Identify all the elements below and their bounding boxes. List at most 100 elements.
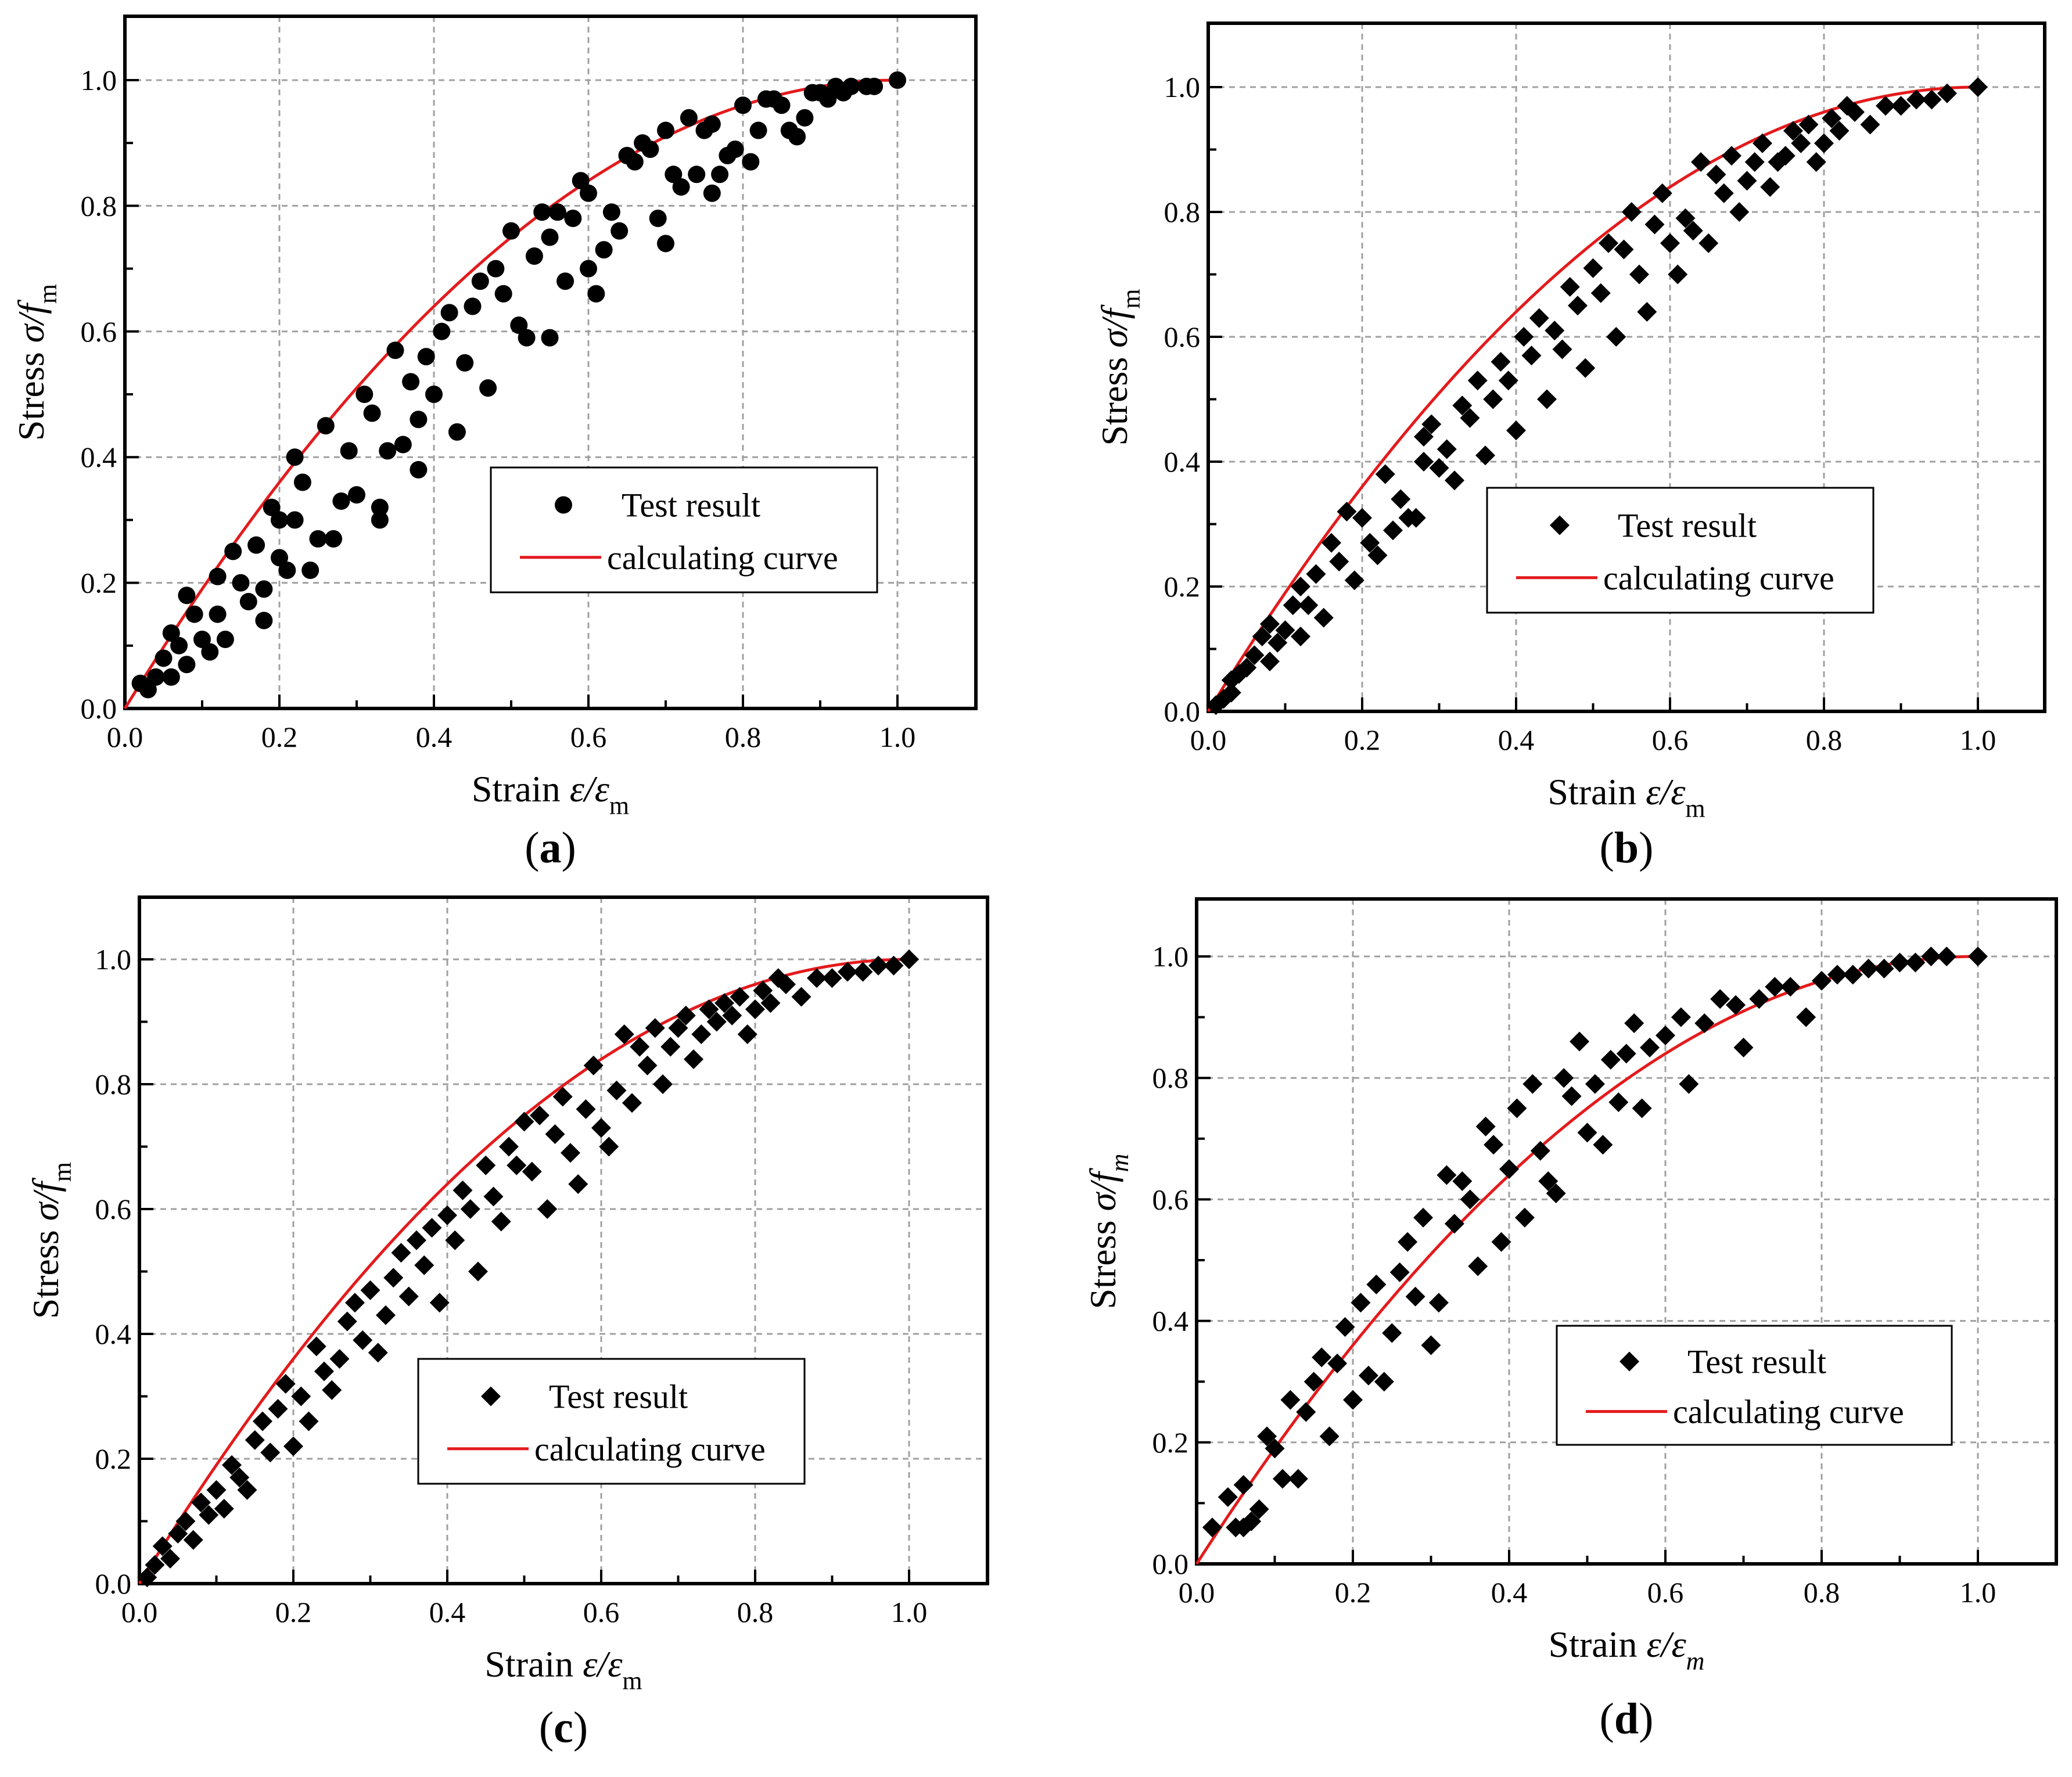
data-point bbox=[1460, 408, 1480, 428]
data-point bbox=[1860, 114, 1880, 135]
data-point bbox=[1814, 133, 1834, 153]
data-point bbox=[1561, 1086, 1582, 1106]
data-point bbox=[1545, 321, 1565, 341]
data-point bbox=[514, 1111, 534, 1132]
data-point bbox=[602, 203, 620, 221]
data-point bbox=[868, 955, 888, 976]
x-tick-label: 0.4 bbox=[1491, 1576, 1528, 1609]
data-point bbox=[329, 1349, 350, 1369]
data-point bbox=[1306, 564, 1326, 584]
data-point bbox=[1675, 208, 1696, 228]
data-point bbox=[271, 511, 288, 529]
data-point bbox=[1616, 1044, 1636, 1064]
data-point bbox=[145, 1555, 165, 1575]
data-point bbox=[168, 1524, 188, 1544]
data-point bbox=[1577, 1123, 1597, 1143]
data-point bbox=[260, 1443, 281, 1463]
data-point bbox=[1506, 420, 1526, 441]
data-point bbox=[561, 1143, 580, 1163]
y-tick-label: 0.4 bbox=[81, 441, 117, 473]
data-point bbox=[1202, 1517, 1222, 1538]
legend-label-test-result: Test result bbox=[622, 487, 760, 524]
data-point bbox=[363, 404, 381, 422]
data-point bbox=[1344, 570, 1364, 591]
data-point bbox=[1491, 352, 1511, 372]
data-point bbox=[637, 1055, 658, 1075]
data-point bbox=[866, 77, 884, 95]
data-point bbox=[807, 968, 827, 988]
data-point bbox=[278, 561, 296, 579]
data-point bbox=[838, 962, 857, 982]
data-point bbox=[1389, 1262, 1410, 1282]
data-point bbox=[1722, 146, 1741, 166]
data-point bbox=[175, 1511, 196, 1531]
data-point bbox=[580, 184, 597, 202]
data-point bbox=[703, 184, 721, 202]
data-point bbox=[193, 630, 211, 648]
data-point bbox=[1351, 1293, 1371, 1313]
y-tick-label: 0.8 bbox=[95, 1068, 132, 1100]
x-tick-label: 1.0 bbox=[1960, 724, 1996, 756]
data-point bbox=[791, 987, 811, 1007]
data-point bbox=[1827, 965, 1847, 985]
data-point bbox=[1546, 1183, 1566, 1203]
data-point bbox=[1921, 947, 1941, 966]
panel-label: (b) bbox=[1600, 823, 1654, 872]
y-tick-label: 0.6 bbox=[1164, 321, 1201, 353]
data-point bbox=[576, 1099, 596, 1119]
data-point bbox=[1775, 146, 1796, 166]
data-point bbox=[711, 166, 729, 184]
y-tick-label: 1.0 bbox=[81, 64, 117, 96]
data-point bbox=[688, 166, 706, 184]
data-point bbox=[1765, 977, 1785, 997]
data-point bbox=[229, 1467, 250, 1488]
data-point bbox=[1744, 152, 1765, 172]
data-point bbox=[1421, 1335, 1441, 1355]
data-point bbox=[162, 624, 180, 642]
data-point bbox=[1733, 1037, 1754, 1057]
data-point bbox=[1845, 102, 1865, 122]
data-point bbox=[1521, 346, 1542, 366]
data-point bbox=[564, 210, 582, 228]
data-point bbox=[137, 1567, 157, 1588]
legend: Test result calculating curve bbox=[1556, 1325, 1953, 1446]
data-point bbox=[1241, 1511, 1262, 1531]
data-point bbox=[291, 1386, 311, 1407]
data-point bbox=[1405, 1286, 1425, 1307]
data-point bbox=[1514, 327, 1534, 347]
data-point bbox=[345, 1293, 365, 1313]
x-tick-label: 0.4 bbox=[1498, 724, 1535, 756]
data-point bbox=[263, 498, 281, 516]
data-point bbox=[1383, 520, 1403, 541]
data-point bbox=[1421, 414, 1442, 434]
data-point bbox=[649, 210, 667, 228]
data-point bbox=[1460, 1189, 1480, 1210]
data-point bbox=[275, 1374, 296, 1394]
x-tick-label: 0.2 bbox=[1335, 1576, 1371, 1609]
chart-panel-3: 0.0 0.2 0.4 0.6 0.8 1.0 0.0 0.2 0.4 0.6 0.8 1.0 Stra… bbox=[25, 895, 989, 1752]
data-point bbox=[1398, 1232, 1418, 1252]
data-point bbox=[429, 1293, 450, 1313]
data-point bbox=[1406, 508, 1426, 528]
data-point bbox=[1327, 1353, 1348, 1373]
data-point bbox=[1608, 1092, 1629, 1113]
data-point bbox=[340, 442, 358, 460]
data-point bbox=[398, 1286, 419, 1307]
data-point bbox=[1652, 183, 1672, 203]
data-point bbox=[214, 1499, 234, 1519]
data-point bbox=[1874, 958, 1894, 979]
data-point bbox=[706, 1012, 727, 1032]
panel-label: (d) bbox=[1600, 1695, 1654, 1743]
data-point bbox=[445, 1230, 465, 1250]
data-point bbox=[680, 109, 698, 127]
data-point bbox=[1444, 1214, 1464, 1234]
data-point bbox=[299, 1411, 319, 1431]
data-point bbox=[1798, 114, 1819, 135]
data-point bbox=[1358, 1365, 1378, 1386]
data-point bbox=[1906, 89, 1926, 110]
x-axis-title: Strain ε/εm bbox=[484, 1643, 642, 1695]
data-point bbox=[1445, 470, 1464, 491]
y-tick-label: 0.4 bbox=[95, 1318, 132, 1350]
data-point bbox=[1710, 989, 1730, 1009]
legend-label-test-result: Test result bbox=[549, 1378, 688, 1416]
